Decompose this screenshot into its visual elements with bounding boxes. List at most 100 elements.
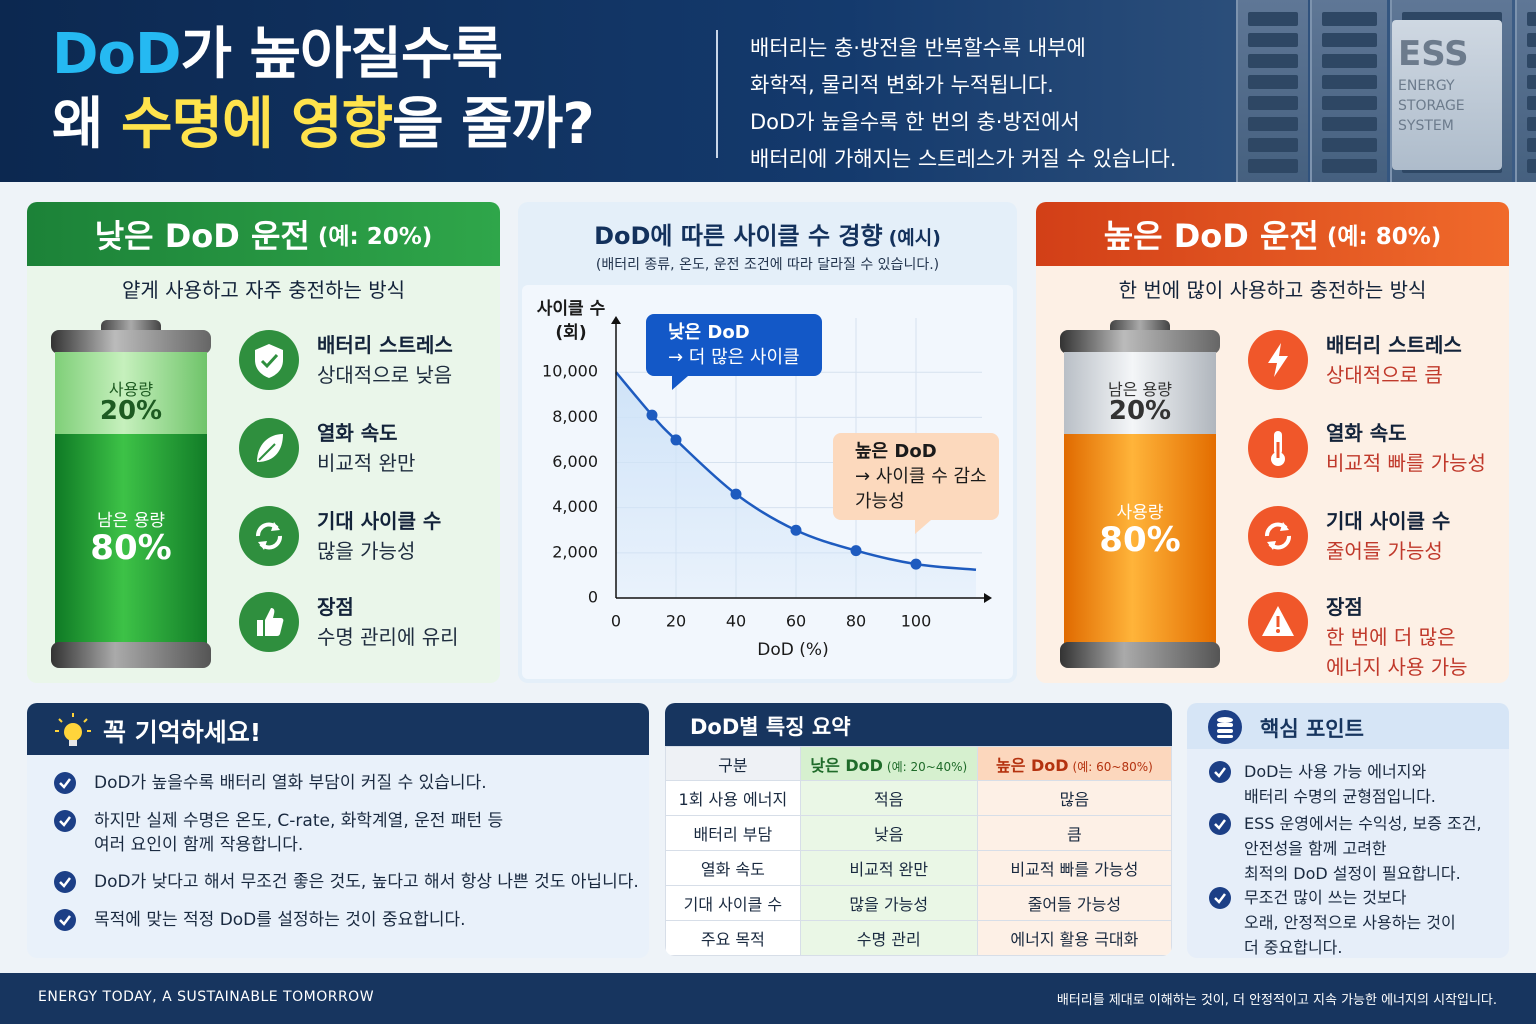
check-glyph <box>1214 893 1226 904</box>
icon-glyph <box>257 434 283 462</box>
panel-subtitle: 한 번에 많이 사용하고 충전하는 방식 <box>1118 278 1427 302</box>
list-line: 무조건 많이 쓰는 것보다 <box>1244 888 1407 907</box>
title-segment: 을 줄까? <box>392 92 595 157</box>
description-line: 화학적, 물리적 변화가 누적됩니다. <box>750 73 1054 97</box>
panel-title: 높은 DoD 운전 <box>1103 217 1319 255</box>
check-icon <box>1209 761 1231 783</box>
table-row: 배터리 부담 낮음 큼 <box>665 815 1172 851</box>
icon-glyph <box>1265 522 1291 550</box>
battery-rim <box>1060 330 1220 354</box>
panel-title-note: (예: 80%) <box>1326 224 1442 250</box>
chart-title-note: (예시) <box>888 227 941 249</box>
icon <box>1248 330 1308 390</box>
x-tick-label: 80 <box>846 612 866 631</box>
panel-header: 높은 DoD 운전 (예: 80%) <box>1036 202 1509 266</box>
item-title: 기대 사이클 수 <box>1326 509 1451 533</box>
table-header-cell: 구분 <box>665 746 801 781</box>
icon-glyph <box>1268 343 1288 377</box>
rack-slot <box>1322 33 1377 47</box>
rack-slot <box>1248 12 1298 26</box>
item-title: 장점 <box>1326 595 1363 619</box>
list-line: 목적에 맞는 적정 DoD를 설정하는 것이 중요합니다. <box>94 910 466 930</box>
item-desc: 줄어들 가능성 <box>1326 539 1443 563</box>
panel-title: 낮은 DoD 운전 <box>94 217 310 255</box>
rack-slot <box>1527 138 1536 152</box>
battery-base <box>51 642 211 668</box>
rack-slot <box>1322 54 1377 68</box>
title-segment: 수명에 영향 <box>121 92 393 157</box>
battery-base <box>1060 642 1220 668</box>
rack-slot <box>1527 117 1536 131</box>
rack-slot <box>1248 54 1298 68</box>
icon <box>239 506 299 566</box>
point <box>910 558 922 570</box>
list-line: 오래, 안정적으로 사용하는 것이 <box>1244 913 1456 932</box>
annotation-line: 낮은 DoD <box>668 322 750 343</box>
item-desc: 상대적으로 낮음 <box>317 363 453 387</box>
table-cell: 기대 사이클 수 <box>665 885 801 921</box>
title-segment: 가 높아질수록 <box>180 22 503 87</box>
y-tick-label: 2,000 <box>552 542 598 561</box>
x-tick-label: 100 <box>901 612 932 631</box>
list-line: 여러 요인이 함께 작용합니다. <box>94 835 304 855</box>
table-cell: 배터리 부담 <box>665 815 801 851</box>
battery-top-value: 20% <box>99 396 163 426</box>
table-cell: 1회 사용 에너지 <box>665 780 801 816</box>
panel-title: DoD별 특징 요약 <box>690 715 851 739</box>
icon <box>1248 592 1308 652</box>
panel-header: 핵심 포인트 <box>1187 703 1509 749</box>
check-icon <box>1209 887 1231 909</box>
check-glyph <box>59 816 71 827</box>
icon <box>1248 506 1308 566</box>
point <box>850 545 862 557</box>
annotation: 높은 DoD → 사이클 수 감소 가능성 <box>833 433 999 534</box>
icon-glyph <box>1271 431 1285 466</box>
chart-subtitle: (배터리 종류, 온도, 운전 조건에 따라 달라질 수 있습니다.) <box>595 257 940 273</box>
list-line: DoD는 사용 가능 에너지와 <box>1244 762 1427 781</box>
y-tick-label: 8,000 <box>552 407 598 426</box>
battery-rim <box>51 330 211 354</box>
item-desc: 한 번에 더 많은 <box>1326 625 1456 649</box>
battery-top-value: 20% <box>1108 396 1172 426</box>
battery-body <box>55 434 207 644</box>
x-axis-label: DoD (%) <box>757 640 828 660</box>
icon-glyph <box>256 522 282 550</box>
chart: 0 2,000 4,000 6,000 8,000 10,000 0 20 40 60 80 100 사… <box>537 299 992 660</box>
summary-table: 구분 낮은 DoD (예: 20~40%) 높은 DoD (예: 60~80%) 1회 사… <box>665 746 1172 956</box>
rack-slot <box>1322 138 1377 152</box>
item-desc: 비교적 빠를 가능성 <box>1326 451 1486 475</box>
battery-top <box>55 352 207 434</box>
table-cell: 비교적 완만 <box>799 850 978 886</box>
rack-slot <box>1322 96 1377 110</box>
item-desc: 에너지 사용 가능 <box>1326 655 1468 679</box>
table-row: 주요 목적 수명 관리 에너지 활용 극대화 <box>665 920 1172 956</box>
title-segment: DoD <box>52 22 181 87</box>
point <box>790 524 802 536</box>
table-cell: 주요 목적 <box>665 920 801 956</box>
battery-top-label: 남은 용량 <box>1108 380 1172 399</box>
footer-left: ENERGY TODAY, A SUSTAINABLE TOMORROW <box>38 989 375 1005</box>
chart-title: DoD에 따른 사이클 수 경향 (예시) <box>518 216 1017 251</box>
check-glyph <box>1214 767 1226 778</box>
key-points-panel: 핵심 포인트 DoD는 사용 가능 에너지와 배터리 수명의 균형점입니다. ESS … <box>1187 703 1509 958</box>
rack-slot <box>1248 96 1298 110</box>
panel-title: 핵심 포인트 <box>1260 717 1364 741</box>
y-tick-label: 10,000 <box>542 362 598 381</box>
server-rack <box>1236 0 1308 182</box>
header: DoD가 높아질수록 왜 수명에 영향을 줄까? 배터리는 충·방전을 반복할수록 … <box>0 0 1536 182</box>
item-title: 배터리 스트레스 <box>317 333 453 357</box>
item-desc: 상대적으로 큼 <box>1326 363 1443 387</box>
header-note: (예: 20~40%) <box>886 759 968 774</box>
table-row: 1회 사용 에너지 적음 많음 <box>665 780 1172 816</box>
table-cell: 에너지 활용 극대화 <box>976 920 1172 956</box>
table-cell: 수명 관리 <box>799 920 978 956</box>
table-cell: 낮음 <box>799 815 978 851</box>
low-dod-panel: 낮은 DoD 운전 (예: 20%) 얕게 사용하고 자주 충전하는 방식 사용량 20… <box>27 202 500 683</box>
icon <box>239 418 299 478</box>
rack-slot <box>1322 12 1377 26</box>
rack-slot <box>1322 75 1377 89</box>
x-tick-label: 20 <box>666 612 686 631</box>
